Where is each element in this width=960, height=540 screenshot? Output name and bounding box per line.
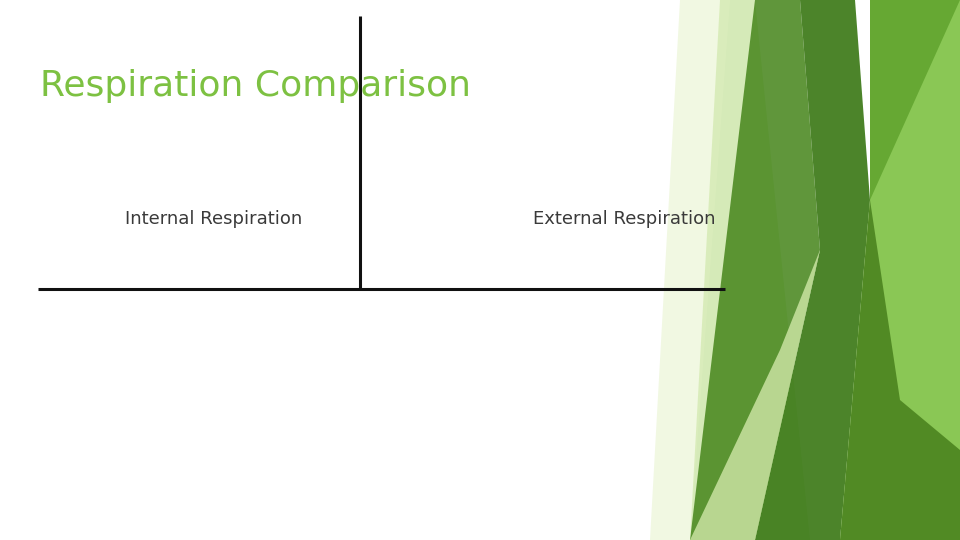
Polygon shape — [650, 0, 730, 540]
Polygon shape — [690, 0, 810, 540]
Polygon shape — [690, 0, 820, 540]
Text: External Respiration: External Respiration — [533, 210, 715, 228]
Polygon shape — [855, 0, 960, 200]
Text: Respiration Comparison: Respiration Comparison — [40, 70, 471, 103]
Polygon shape — [690, 250, 820, 540]
Polygon shape — [755, 0, 870, 540]
Polygon shape — [840, 0, 960, 540]
Text: Internal Respiration: Internal Respiration — [125, 210, 302, 228]
Polygon shape — [840, 200, 960, 540]
